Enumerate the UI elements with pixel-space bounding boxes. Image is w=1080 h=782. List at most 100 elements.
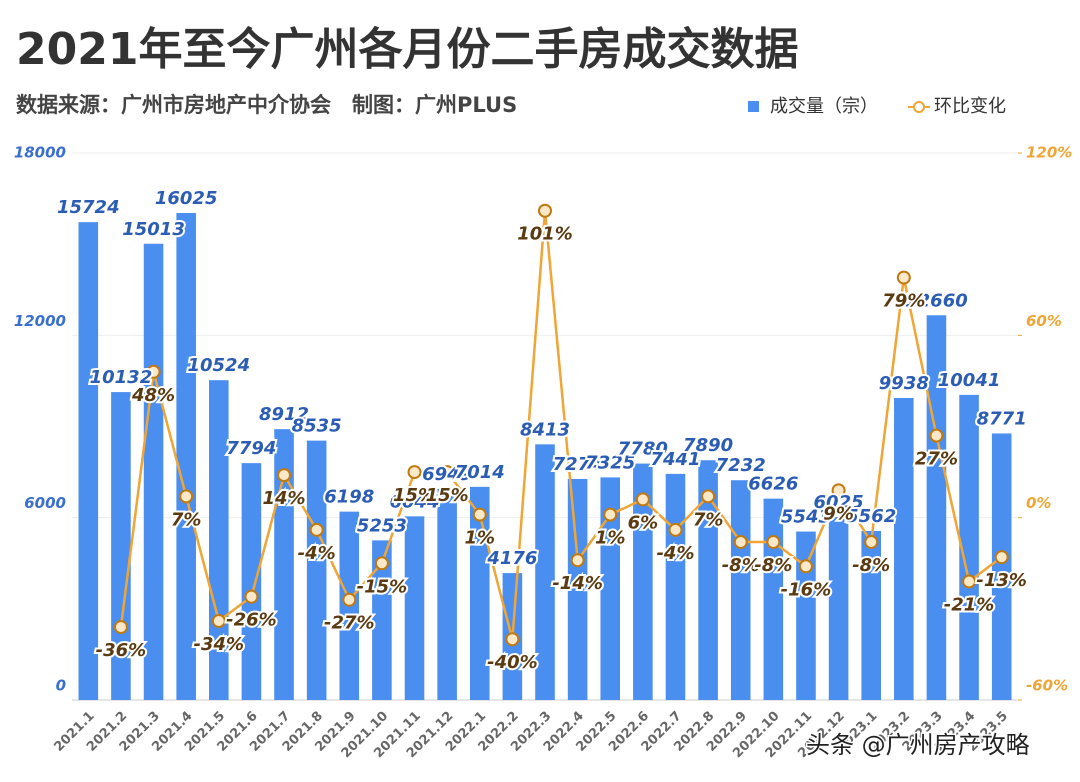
chart-title: 2021年至今广州各月份二手房成交数据 [16, 24, 798, 75]
y2-tick-label: -60% [1026, 677, 1068, 695]
bar [698, 460, 718, 700]
bar-value-label: 6025 [814, 492, 864, 513]
bar [306, 440, 327, 700]
bar-value-label: 4176 [486, 548, 537, 569]
line-value-label: 14% [262, 488, 305, 509]
bar-value-label: 8771 [977, 408, 1027, 429]
bar-value-label: 7325 [585, 452, 635, 473]
bar [241, 463, 262, 700]
bar-value-label: 7794 [226, 438, 276, 459]
bar-value-label: 9938 [879, 373, 929, 394]
bar-value-label: 10041 [938, 370, 1001, 391]
line-value-label: -4% [656, 543, 694, 564]
bar-value-label: 8413 [520, 419, 570, 440]
line-point [635, 492, 650, 507]
line-point [603, 507, 618, 522]
legend-label: 环比变化 [934, 96, 1006, 117]
watermark: 头条 @广州房产攻略 [806, 731, 1030, 759]
bar [600, 477, 621, 700]
line-point [570, 553, 585, 568]
y-tick-label: 12000 [14, 312, 66, 330]
bar [665, 473, 686, 700]
line-point [342, 592, 357, 607]
line-point [994, 550, 1009, 565]
bar-value-label: 10132 [90, 367, 153, 388]
line [119, 210, 1003, 640]
bar-value-label: 12660 [905, 290, 968, 311]
y-tick-label: 0 [56, 677, 66, 695]
legend-swatch [748, 101, 759, 112]
bar [143, 243, 164, 700]
bar-value-label: 7441 [650, 449, 700, 470]
bar-value-label: 15013 [122, 219, 185, 240]
line-value-label: -15% [357, 576, 408, 597]
line-point [277, 468, 292, 483]
line-value-label: -13% [976, 570, 1027, 591]
bar-value-label: 5253 [357, 515, 407, 536]
line-point [864, 534, 879, 549]
line-point [244, 589, 259, 604]
line-value-label: -36% [96, 640, 147, 661]
line-value-label: -27% [324, 613, 375, 634]
bar [437, 488, 457, 700]
chart-subtitle: 数据来源：广州市房地产中介协会 制图：广州PLUS [16, 93, 517, 117]
bar-value-label: 7014 [455, 462, 505, 483]
bar [894, 397, 914, 700]
legend-label: 成交量（宗） [770, 96, 878, 117]
line-point [766, 534, 781, 549]
line-value-label: -26% [226, 610, 277, 631]
line-value-label: 7% [693, 509, 724, 530]
line-value-label: 101% [517, 224, 573, 245]
line-point [538, 203, 552, 218]
bar [469, 486, 490, 700]
line-value-label: 15% [426, 485, 469, 506]
line-point [831, 483, 846, 498]
line-value-label: 9% [823, 503, 854, 524]
y-tick-label: 18000 [14, 144, 66, 162]
bar-value-label: 5562 [846, 506, 896, 527]
bar [730, 480, 751, 700]
bar-value-label: 6949 [422, 464, 472, 485]
y2-tick-label: 120% [1026, 144, 1072, 162]
bar-value-label: 15724 [57, 197, 120, 218]
legend-swatch [913, 101, 925, 113]
bar [828, 516, 849, 700]
bar [176, 213, 196, 700]
bar [959, 394, 979, 700]
line-value-label: -16% [781, 579, 832, 600]
line-point [798, 559, 813, 574]
bar [861, 530, 881, 700]
line-point [440, 465, 455, 480]
line-value-label: -8% [852, 555, 890, 576]
line-point [309, 522, 324, 537]
line-value-label: 1% [595, 528, 626, 549]
line-point [374, 556, 389, 571]
line-value-label: 79% [882, 291, 925, 312]
line-point [407, 465, 422, 480]
bar-value-label: 7274 [553, 454, 603, 475]
line-value-label: -14% [552, 573, 603, 594]
bar-value-label: 7780 [618, 439, 668, 460]
line-point [962, 574, 977, 589]
bar [404, 516, 425, 700]
bar-value-label: 5543 [781, 507, 831, 528]
line-value-label: -40% [487, 652, 538, 673]
bar [991, 433, 1012, 700]
line-value-label: -4% [298, 543, 336, 564]
line-point [668, 522, 683, 537]
line-point [146, 364, 161, 379]
bar [796, 531, 816, 700]
bar-value-label: 6626 [748, 474, 798, 495]
line-point [505, 632, 520, 647]
line-point [113, 620, 128, 635]
bar [535, 444, 555, 700]
bar-value-label: 16025 [155, 188, 218, 209]
line-value-label: -34% [194, 634, 245, 655]
line-point [929, 428, 944, 443]
y-tick-label: 6000 [24, 494, 66, 512]
bar-value-label: 8912 [259, 404, 309, 425]
bar-value-label: 10524 [187, 355, 250, 376]
line-value-label: 7% [171, 509, 202, 530]
line-value-label: 6% [628, 512, 659, 533]
